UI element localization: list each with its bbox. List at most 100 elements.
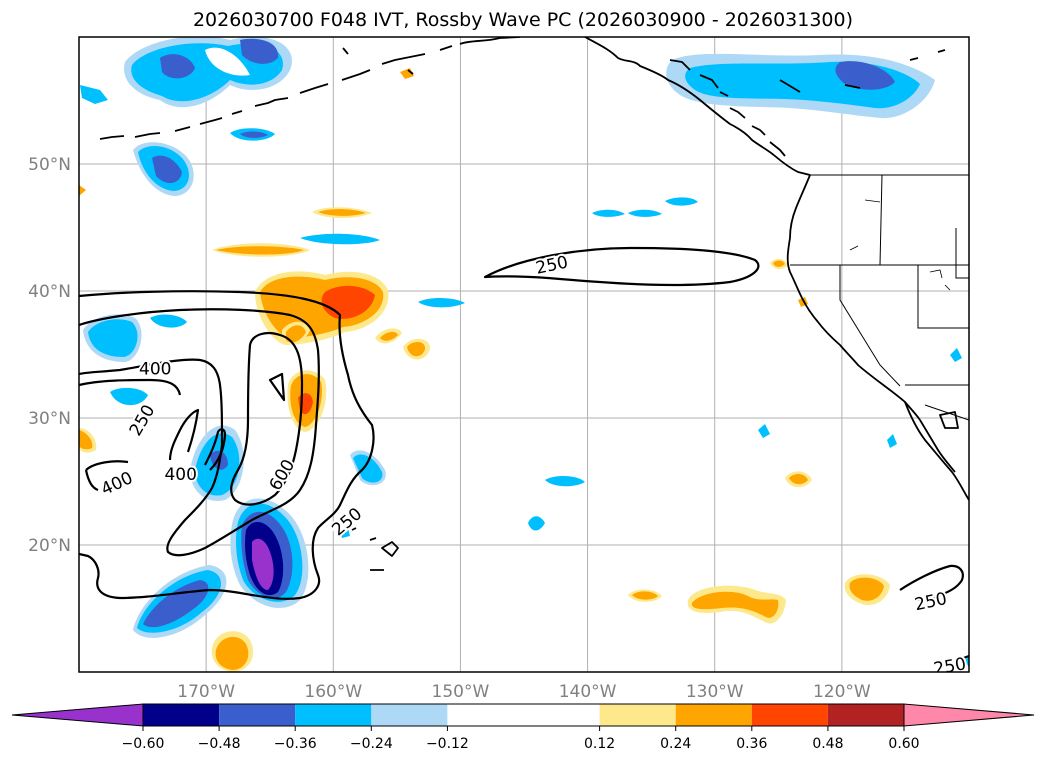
y-tick-label: 40°N: [28, 282, 71, 302]
shade-negative: [418, 297, 465, 308]
state-borders: [790, 174, 969, 421]
bc-coast-islands: [669, 59, 786, 157]
ivt-contour-250-east: [899, 564, 964, 602]
rossby-pc-shading: [79, 37, 969, 672]
x-axis-ticks: 170°W 160°W 150°W 140°W 130°W 120°W: [177, 682, 871, 702]
colorbar-swatch: [675, 704, 752, 726]
shade-positive: [79, 430, 93, 450]
ak-mainland-bits: [779, 49, 946, 93]
map-frame: [78, 36, 970, 673]
shade-positive: [849, 577, 884, 601]
colorbar-tick-label: −0.60: [122, 736, 165, 752]
ivt-contour-400-outer: [79, 308, 320, 557]
shade-positive: [691, 591, 779, 618]
shade-positive: [286, 325, 306, 343]
shade-negative: [88, 319, 138, 357]
contour-label: 400: [139, 360, 171, 380]
x-tick-label: 160°W: [304, 682, 362, 702]
small-island-1: [342, 47, 414, 75]
shade-negative: [160, 54, 195, 79]
ivt-contour-small-loop: [268, 372, 286, 402]
ivt-contour-250-north: [483, 246, 760, 287]
ivt-contour-400-mid: [79, 378, 182, 396]
colorbar-swatch: [751, 704, 828, 726]
shade-positive: [400, 68, 414, 79]
coastlines: [99, 37, 969, 571]
colorbar-swatch: [827, 704, 904, 726]
colorbar-tick-label: 0.24: [660, 736, 691, 752]
ivt-contour-400-sw: [84, 460, 129, 492]
shade-negative: [240, 131, 268, 138]
x-tick-label: 150°W: [432, 682, 490, 702]
colorbar-tick-label: −0.12: [426, 736, 469, 752]
contour-label: 400: [164, 465, 196, 485]
colorbar-swatch: [447, 704, 600, 726]
colorbar-swatch: [371, 704, 448, 726]
shade-negative: [965, 655, 969, 668]
shade-positive: [789, 474, 808, 485]
colorbar-swatch: [143, 704, 220, 726]
x-tick-label: 130°W: [686, 682, 744, 702]
shade-negative: [205, 47, 250, 76]
shade-positive: [407, 341, 426, 357]
colorbar-swatch: [219, 704, 296, 726]
shade-positive: [318, 209, 366, 216]
y-tick-label: 30°N: [28, 409, 71, 429]
shade-negative: [665, 197, 698, 206]
y-axis-ticks: 20°N 30°N 40°N 50°N: [28, 155, 71, 556]
colorbar-tick-label: −0.48: [198, 736, 241, 752]
shade-positive: [79, 185, 86, 196]
colorbar-tick-label: −0.24: [350, 736, 393, 752]
shade-negative: [628, 209, 662, 217]
shade-negative: [252, 538, 274, 590]
colorbar-swatch: [599, 704, 676, 726]
colorbar-tick-label: −0.36: [274, 736, 317, 752]
shade-negative: [758, 424, 770, 438]
ivt-contour-250-west: [79, 290, 375, 600]
ivt-contour-400-small: [204, 428, 227, 471]
chart-title: 2026030700 F048 IVT, Rossby Wave PC (202…: [193, 9, 853, 31]
shade-negative: [110, 387, 148, 406]
shade-negative: [545, 476, 585, 487]
shade-negative: [80, 85, 108, 104]
inland-lakes: [849, 199, 951, 291]
ivt-contour-400-inner-left: [168, 408, 200, 461]
shade-negative: [353, 454, 383, 483]
shade-positive: [380, 331, 398, 341]
hawaii-islands: [351, 527, 399, 571]
colorbar-extend-max: [903, 703, 1035, 727]
shade-negative: [150, 314, 187, 328]
colorbar-swatch: [295, 704, 372, 726]
colorbar-tick-label: 0.36: [736, 736, 767, 752]
colorbar-tick-label: 0.60: [888, 736, 919, 752]
shade-negative: [240, 38, 279, 64]
shade-positive: [632, 591, 658, 600]
colorbar-tick-label: 0.48: [812, 736, 843, 752]
x-tick-label: 120°W: [813, 682, 871, 702]
shade-negative: [152, 155, 182, 184]
shade-positive: [773, 260, 785, 267]
aleutian-chain: [99, 45, 453, 140]
shade-positive: [215, 636, 249, 670]
colorbar-tick-label: 0.12: [584, 736, 615, 752]
west-coast-us: [786, 174, 921, 421]
ivt-contour-250-corner: [957, 654, 969, 662]
shade-negative: [592, 209, 625, 217]
ivt-contours: [79, 246, 969, 662]
y-tick-label: 20°N: [28, 536, 71, 556]
shade-negative: [300, 233, 380, 245]
x-tick-label: 140°W: [559, 682, 617, 702]
y-tick-label: 50°N: [28, 155, 71, 175]
colorbar-frame: [142, 703, 905, 727]
shade-negative: [340, 528, 350, 538]
alaska-coast: [459, 37, 811, 176]
shade-negative: [950, 348, 962, 362]
colorbar-extend-min: [11, 703, 144, 727]
shade-negative: [835, 61, 895, 90]
x-tick-label: 170°W: [177, 682, 235, 702]
shade-positive: [216, 246, 304, 255]
ivt-contour-600: [230, 331, 304, 506]
contour-label: 250: [932, 654, 967, 679]
